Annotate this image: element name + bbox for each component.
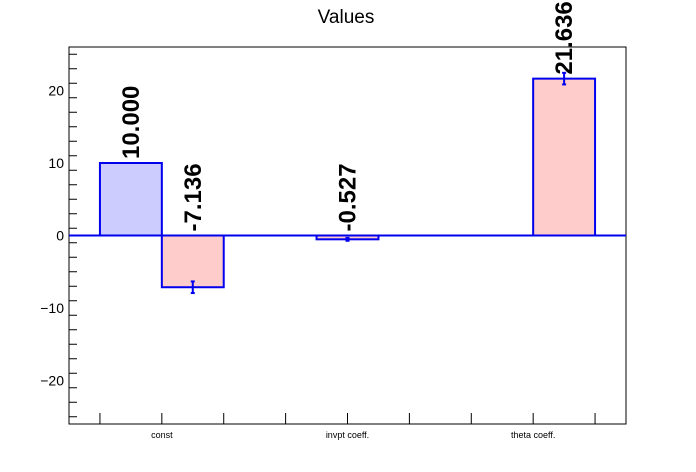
bar xyxy=(532,77,597,237)
data-label: 21.636 xyxy=(551,1,578,74)
y-tick-label: −20 xyxy=(40,373,64,389)
y-tick-label: 0 xyxy=(56,228,64,244)
y-tick-label: 10 xyxy=(48,155,64,171)
bar xyxy=(160,234,225,289)
data-label: 10.000 xyxy=(118,86,145,159)
data-label: -7.136 xyxy=(180,163,207,231)
y-tick-label: −10 xyxy=(40,300,64,316)
x-tick-label: const xyxy=(151,430,173,440)
chart-title: Values xyxy=(318,7,375,28)
x-tick-label: theta coeff. xyxy=(511,430,555,440)
y-tick-label: 20 xyxy=(48,83,64,99)
x-tick-label: invpt coeff. xyxy=(326,430,369,440)
bar xyxy=(98,162,163,237)
data-label: -0.527 xyxy=(335,163,362,231)
